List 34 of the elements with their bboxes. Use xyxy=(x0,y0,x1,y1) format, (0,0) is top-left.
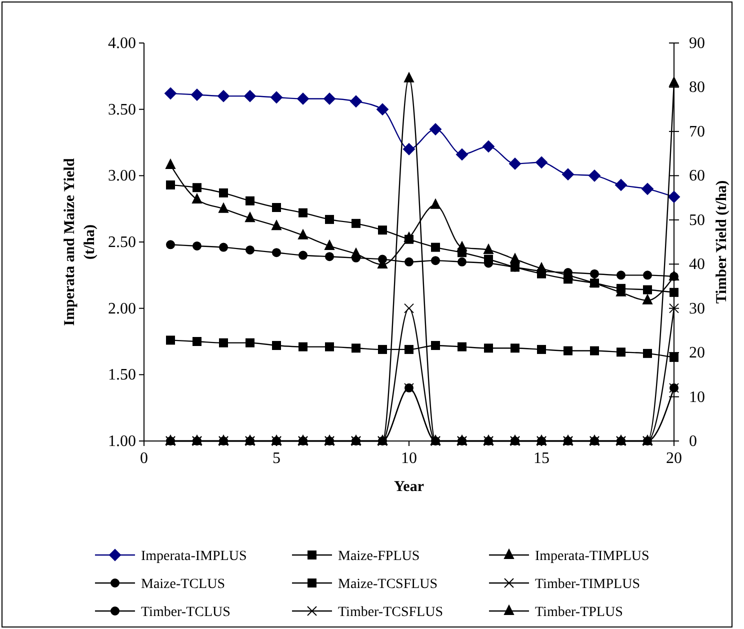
x-tick-label: 5 xyxy=(272,450,280,467)
y2-tick-label: 80 xyxy=(689,79,705,96)
y2-tick-label: 20 xyxy=(689,344,705,362)
y-tick-label: 2.00 xyxy=(108,300,136,318)
y-tick-label: 2.50 xyxy=(108,234,136,251)
y2-tick-label: 0 xyxy=(689,433,697,450)
x-tick-label: 15 xyxy=(534,450,550,467)
legend-label: Imperata-IMPLUS xyxy=(141,549,247,564)
legend-label: Maize-FPLUS xyxy=(338,549,420,564)
x-axis-title: Year xyxy=(394,479,424,495)
legend-label: Timber-TCLUS xyxy=(141,605,230,620)
y2-axis-title: Timber Yield (t/ha) xyxy=(714,180,730,304)
legend-label: Timber-TPLUS xyxy=(535,605,623,620)
y-tick-label: 3.50 xyxy=(108,101,136,118)
legend-label: Timber-TCSFLUS xyxy=(338,605,444,620)
x-tick-label: 20 xyxy=(666,450,682,467)
legend-label: Timber-TIMPLUS xyxy=(535,577,640,592)
y2-tick-label: 30 xyxy=(689,300,705,318)
y2-tick-label: 40 xyxy=(689,256,705,274)
x-tick-label: 0 xyxy=(140,450,148,467)
legend-label: Imperata-TIMPLUS xyxy=(535,549,650,564)
legend-label: Maize-TCLUS xyxy=(141,577,225,592)
y2-tick-label: 10 xyxy=(689,388,705,406)
y-tick-label: 4.00 xyxy=(108,35,136,52)
y-tick-label: 3.00 xyxy=(108,168,136,185)
y2-tick-label: 70 xyxy=(689,123,705,140)
y2-tick-label: 60 xyxy=(689,168,705,185)
y-tick-label: 1.00 xyxy=(108,433,136,450)
x-tick-label: 10 xyxy=(401,450,417,467)
y-axis-title: Imperata and Maize Yield (t/ha) xyxy=(62,158,98,326)
y-tick-label: 1.50 xyxy=(108,366,136,384)
legend-label: Maize-TCSFLUS xyxy=(338,577,438,592)
y2-tick-label: 50 xyxy=(689,212,705,229)
y2-tick-label: 90 xyxy=(689,35,705,52)
